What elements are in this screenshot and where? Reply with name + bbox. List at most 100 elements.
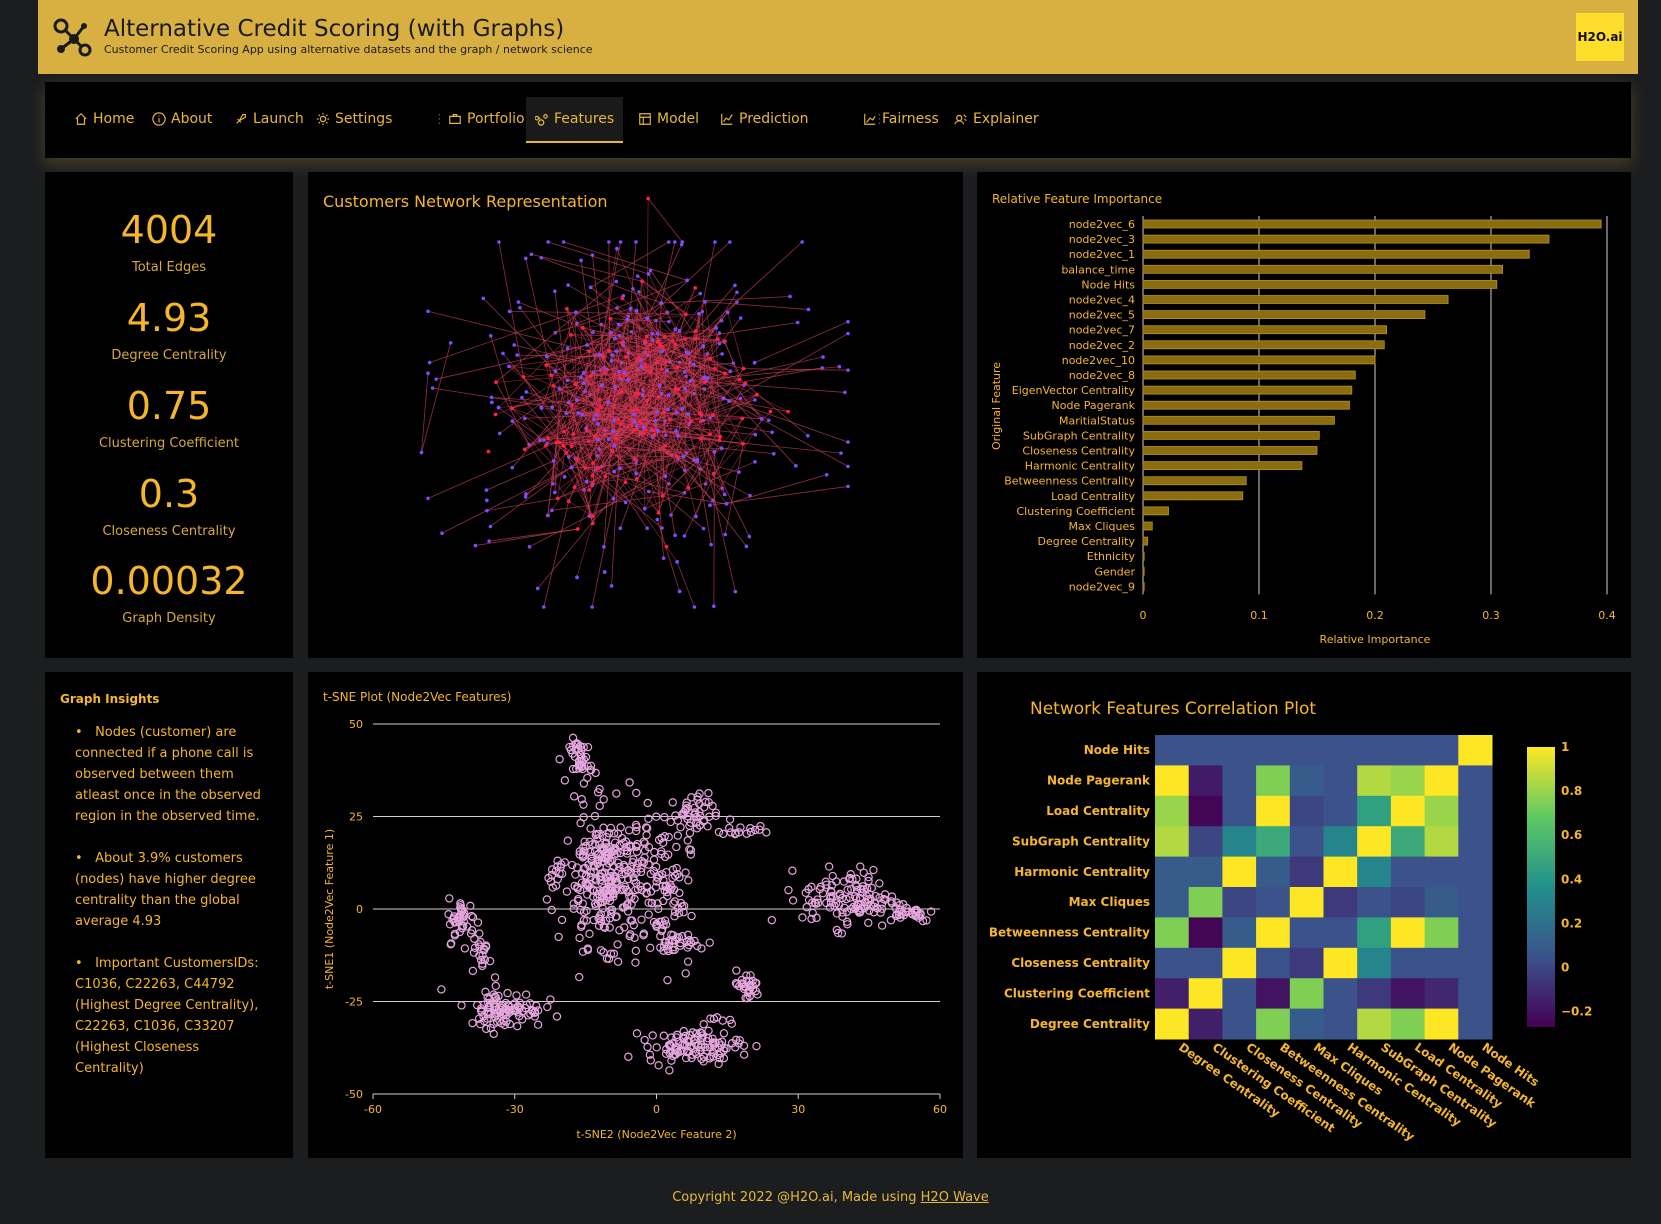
feature-importance-bar[interactable] — [1142, 446, 1318, 455]
heatmap-cell[interactable] — [1188, 978, 1223, 1010]
feature-importance-bar[interactable] — [1142, 461, 1303, 471]
heatmap-cell[interactable] — [1155, 795, 1190, 827]
heatmap-cell[interactable] — [1357, 978, 1392, 1010]
heatmap-cell[interactable] — [1424, 856, 1459, 888]
heatmap-cell[interactable] — [1357, 917, 1392, 949]
heatmap-cell[interactable] — [1256, 826, 1291, 858]
heatmap-cell[interactable] — [1357, 887, 1392, 918]
heatmap-cell[interactable] — [1390, 765, 1426, 797]
heatmap-cell[interactable] — [1458, 826, 1493, 858]
heatmap-cell[interactable] — [1458, 735, 1493, 766]
heatmap-cell[interactable] — [1458, 947, 1493, 979]
feature-importance-bar[interactable] — [1142, 280, 1498, 289]
heatmap-cell[interactable] — [1289, 735, 1324, 766]
tab-fairness[interactable]: Fairness — [854, 97, 948, 141]
heatmap-cell[interactable] — [1222, 947, 1257, 979]
heatmap-cell[interactable] — [1188, 1008, 1223, 1040]
heatmap-cell[interactable] — [1256, 735, 1291, 766]
feature-importance-bar[interactable] — [1142, 400, 1350, 410]
feature-importance-bar[interactable] — [1142, 430, 1320, 440]
feature-importance-bar[interactable] — [1142, 385, 1353, 395]
heatmap-cell[interactable] — [1424, 765, 1459, 797]
heatmap-cell[interactable] — [1458, 978, 1493, 1010]
tab-portfolio[interactable]: Portfolio — [439, 97, 534, 141]
heatmap-cell[interactable] — [1289, 978, 1324, 1010]
heatmap-cell[interactable] — [1357, 856, 1392, 888]
tab-explainer[interactable]: Explainer — [945, 97, 1048, 141]
heatmap-cell[interactable] — [1256, 795, 1291, 827]
feature-importance-bar[interactable] — [1142, 264, 1504, 274]
heatmap-cell[interactable] — [1289, 887, 1324, 918]
heatmap-cell[interactable] — [1424, 1008, 1459, 1040]
feature-importance-bar[interactable] — [1142, 249, 1530, 259]
feature-importance-bar[interactable] — [1142, 491, 1244, 501]
heatmap-cell[interactable] — [1458, 887, 1493, 918]
heatmap-cell[interactable] — [1222, 1008, 1257, 1040]
heatmap-cell[interactable] — [1289, 1008, 1324, 1040]
heatmap-cell[interactable] — [1357, 765, 1392, 797]
heatmap-cell[interactable] — [1390, 947, 1426, 979]
heatmap-cell[interactable] — [1155, 887, 1190, 918]
heatmap-cell[interactable] — [1323, 1008, 1358, 1040]
heatmap-cell[interactable] — [1424, 735, 1459, 766]
heatmap-cell[interactable] — [1458, 795, 1493, 827]
heatmap-cell[interactable] — [1390, 887, 1426, 918]
network-graph[interactable] — [308, 172, 963, 658]
feature-importance-bar[interactable] — [1142, 551, 1145, 561]
h2o-wave-link[interactable]: H2O Wave — [920, 1190, 989, 1205]
heatmap-cell[interactable] — [1222, 826, 1257, 858]
feature-importance-bar[interactable] — [1142, 415, 1335, 425]
heatmap-cell[interactable] — [1357, 735, 1392, 766]
heatmap-cell[interactable] — [1289, 765, 1324, 797]
heatmap-cell[interactable] — [1323, 765, 1358, 797]
heatmap-cell[interactable] — [1256, 917, 1291, 949]
heatmap-cell[interactable] — [1155, 856, 1190, 888]
tab-features[interactable]: Features — [526, 97, 624, 143]
feature-importance-bar[interactable] — [1142, 521, 1153, 531]
h2o-logo[interactable]: H2O.ai — [1576, 13, 1624, 61]
feature-importance-bar[interactable] — [1142, 234, 1550, 244]
heatmap-cell[interactable] — [1424, 978, 1459, 1010]
heatmap-cell[interactable] — [1458, 856, 1493, 888]
heatmap-cell[interactable] — [1155, 1008, 1190, 1040]
feature-importance-bar[interactable] — [1142, 536, 1149, 546]
heatmap-cell[interactable] — [1256, 887, 1291, 918]
heatmap-cell[interactable] — [1256, 765, 1291, 797]
heatmap-cell[interactable] — [1289, 856, 1324, 888]
heatmap-cell[interactable] — [1155, 917, 1190, 949]
feature-importance-bar[interactable] — [1142, 476, 1247, 486]
tab-about[interactable]: About — [143, 97, 221, 141]
heatmap-cell[interactable] — [1424, 826, 1459, 858]
heatmap-cell[interactable] — [1323, 826, 1358, 858]
heatmap-cell[interactable] — [1323, 947, 1358, 979]
heatmap-cell[interactable] — [1289, 795, 1324, 827]
heatmap-cell[interactable] — [1222, 978, 1257, 1010]
heatmap-cell[interactable] — [1155, 947, 1190, 979]
heatmap-cell[interactable] — [1390, 1008, 1426, 1040]
heatmap-cell[interactable] — [1256, 856, 1291, 888]
heatmap-cell[interactable] — [1188, 765, 1223, 797]
tab-settings[interactable]: Settings — [307, 97, 401, 141]
heatmap-cell[interactable] — [1155, 978, 1190, 1010]
heatmap-cell[interactable] — [1424, 947, 1459, 979]
feature-importance-bar[interactable] — [1142, 295, 1449, 304]
heatmap-cell[interactable] — [1424, 917, 1459, 949]
heatmap-cell[interactable] — [1390, 826, 1426, 858]
feature-importance-chart[interactable]: Relative Feature Importance 0 0.1 0.2 0.3 0.4… — [977, 172, 1631, 658]
feature-importance-bar[interactable] — [1142, 310, 1426, 320]
tab-launch[interactable]: Launch — [225, 97, 313, 141]
heatmap-cell[interactable] — [1155, 735, 1190, 766]
heatmap-cell[interactable] — [1188, 856, 1223, 888]
heatmap-cell[interactable] — [1188, 826, 1223, 858]
heatmap-cell[interactable] — [1323, 917, 1358, 949]
heatmap-cell[interactable] — [1222, 765, 1257, 797]
heatmap-cell[interactable] — [1458, 1008, 1493, 1040]
correlation-heatmap[interactable]: Network Features Correlation Plot Node Hi… — [977, 672, 1631, 1158]
heatmap-cell[interactable] — [1390, 917, 1426, 949]
heatmap-cell[interactable] — [1256, 978, 1291, 1010]
heatmap-cell[interactable] — [1222, 795, 1257, 827]
heatmap-cell[interactable] — [1424, 795, 1459, 827]
feature-importance-bar[interactable] — [1142, 581, 1145, 591]
heatmap-cell[interactable] — [1323, 887, 1358, 918]
heatmap-cell[interactable] — [1256, 1008, 1291, 1040]
